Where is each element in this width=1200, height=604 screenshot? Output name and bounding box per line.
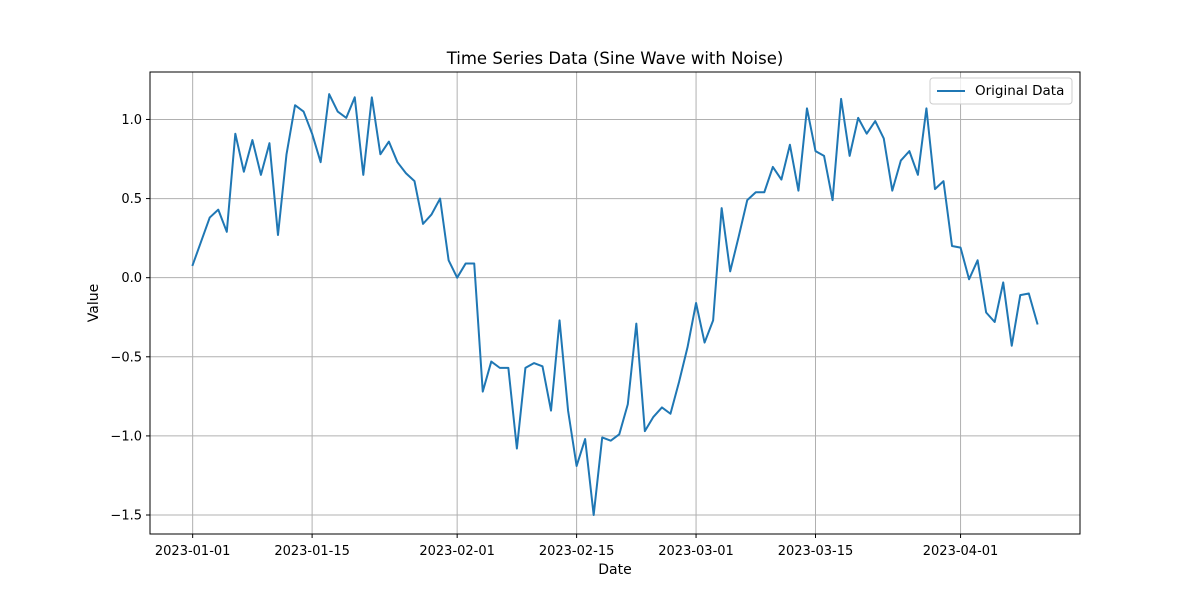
x-tick-label: 2023-03-01 [658,544,734,559]
y-tick-label: −1.0 [110,429,142,444]
x-tick-label: 2023-01-15 [274,544,350,559]
legend: Original Data [929,77,1073,105]
y-tick-label: 0.5 [121,192,142,207]
y-axis-label: Value [86,284,102,322]
series-line-original-data [191,93,1039,517]
legend-label-original-data: Original Data [975,83,1064,99]
y-tick-label: −0.5 [110,350,142,365]
x-tick-label: 2023-02-01 [419,544,495,559]
x-axis-ticks: 2023-01-01 2023-01-15 2023-02-01 2023-02-15… [155,534,998,559]
x-tick-label: 2023-03-15 [778,544,854,559]
x-tick-label: 2023-02-15 [539,544,615,559]
x-tick-label: 2023-04-01 [923,544,999,559]
y-tick-label: 0.0 [121,271,142,286]
y-axis-ticks: 1.0 0.5 0.0 −0.5 −1.0 −1.5 [110,113,150,524]
y-tick-label: −1.5 [110,509,142,524]
grid [150,72,1080,534]
plot-frame [149,71,1081,535]
series-layer [191,93,1039,517]
chart-title: Time Series Data (Sine Wave with Noise) [446,49,784,68]
x-tick-label: 2023-01-01 [155,544,231,559]
x-axis-label: Date [598,562,631,578]
y-tick-label: 1.0 [121,113,142,128]
legend-box [929,77,1073,105]
